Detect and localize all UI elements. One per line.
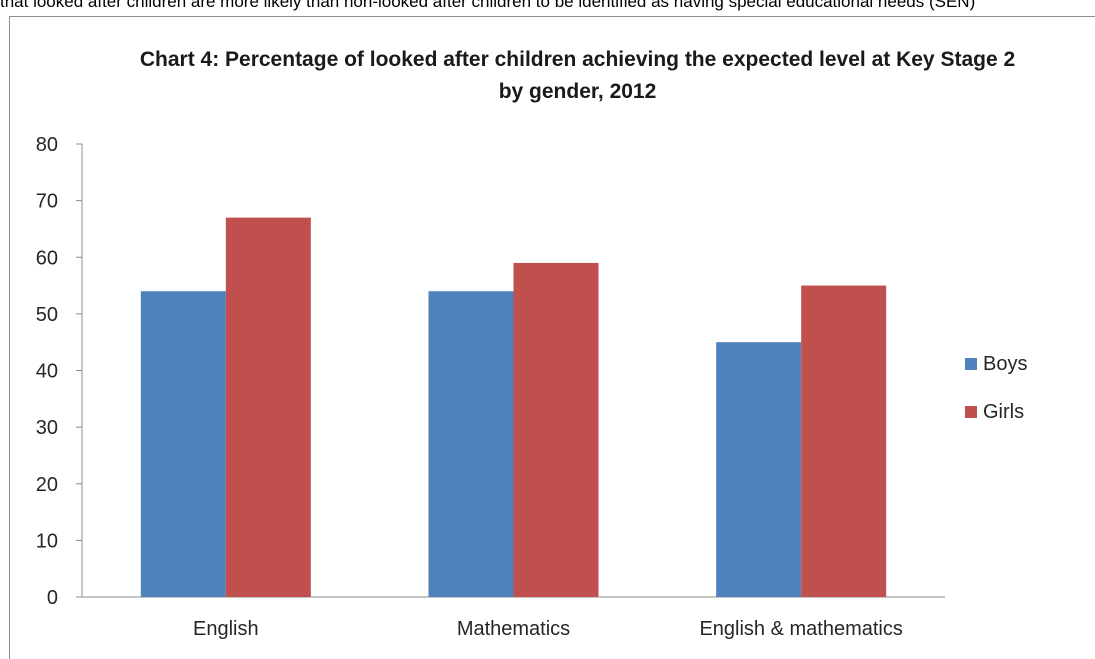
previous-text-fragment: that looked after children are more like… [0, 0, 1095, 12]
x-tick-label: English & mathematics [699, 618, 902, 640]
y-tick-label: 80 [36, 134, 58, 156]
bar-boys-1 [428, 291, 514, 597]
y-tick-label: 0 [47, 587, 58, 609]
y-tick-label: 20 [36, 474, 58, 496]
legend-label-girls: Girls [983, 400, 1025, 423]
bar-boys-0 [140, 291, 226, 597]
y-tick-label: 60 [36, 247, 58, 269]
chart-title-text: Chart 4: Percentage of looked after chil… [139, 48, 1016, 103]
y-tick-label: 10 [36, 530, 58, 552]
chart-title: Chart 4: Percentage of looked after chil… [0, 44, 1095, 108]
chart-frame [9, 16, 1095, 659]
legend-label-boys: Boys [983, 352, 1028, 375]
bar-girls-1 [513, 262, 599, 597]
y-tick-label: 40 [36, 361, 58, 383]
y-tick-label: 50 [36, 304, 58, 326]
bar-girls-2 [801, 285, 887, 597]
y-tick-label: 70 [36, 191, 58, 213]
bar-boys-2 [716, 342, 802, 597]
legend-swatch-girls [965, 406, 977, 418]
bar-girls-0 [225, 217, 311, 598]
legend-item-boys: Boys [965, 350, 1027, 378]
legend-swatch-boys [965, 358, 977, 370]
y-tick-label: 30 [36, 417, 58, 439]
x-tick-label: Mathematics [457, 618, 570, 640]
legend: Boys Girls [965, 350, 1027, 446]
previous-text-line: that looked after children are more like… [0, 0, 976, 11]
x-tick-label: English [193, 618, 259, 640]
legend-item-girls: Girls [965, 398, 1027, 426]
